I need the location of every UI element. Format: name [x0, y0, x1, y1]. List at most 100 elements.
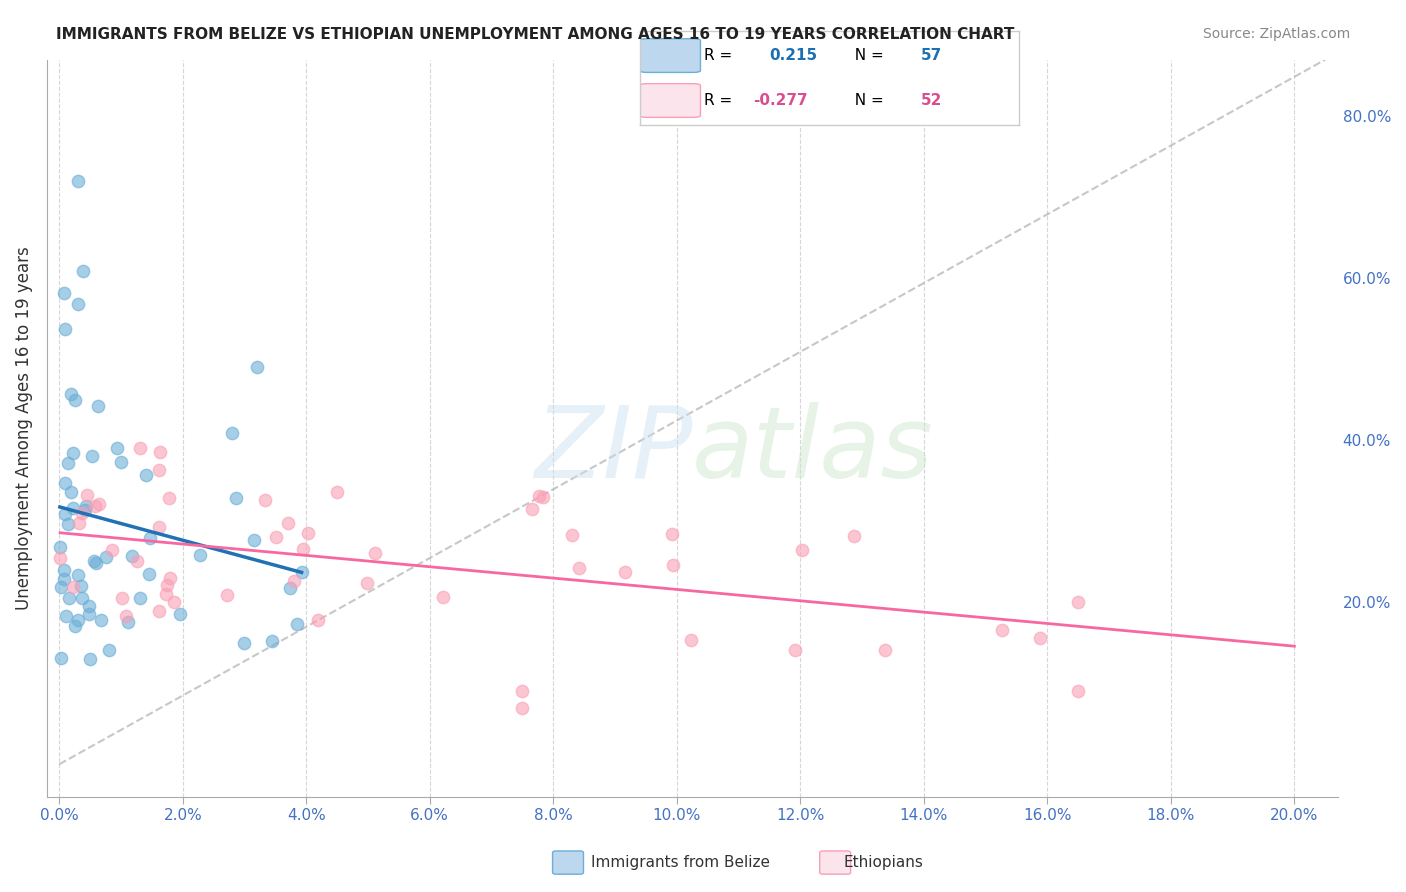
Point: [127, 554, 149, 568]
Point: [291, 542, 314, 557]
Point: [86, 399, 108, 413]
Point: [52, 286, 75, 301]
Point: [661, 527, 683, 541]
Point: [84, 499, 107, 513]
Point: [1067, 684, 1090, 698]
Point: [138, 567, 160, 582]
Point: [155, 587, 177, 601]
Point: [87, 496, 110, 510]
Point: [84, 556, 107, 570]
Point: [356, 575, 378, 590]
Point: [613, 566, 636, 580]
Point: [128, 442, 150, 456]
Point: [111, 591, 134, 606]
Point: [72, 506, 94, 520]
Text: Source: ZipAtlas.com: Source: ZipAtlas.com: [1202, 27, 1350, 41]
Point: [233, 636, 256, 650]
Point: [159, 571, 181, 585]
Point: [188, 549, 211, 563]
Point: [1067, 595, 1090, 609]
Point: [58, 456, 80, 470]
Text: atlas: atlas: [692, 401, 934, 499]
Point: [243, 533, 266, 547]
Point: [529, 489, 551, 503]
Point: [148, 604, 170, 618]
Point: [560, 527, 582, 541]
Y-axis label: Unemployment Among Ages 16 to 19 years: Unemployment Among Ages 16 to 19 years: [15, 246, 32, 610]
Point: [65, 619, 87, 633]
Point: [679, 632, 702, 647]
Point: [297, 526, 319, 541]
Point: [115, 608, 138, 623]
Point: [55, 608, 77, 623]
Point: [76, 488, 98, 502]
Point: [66, 567, 89, 582]
Point: [225, 491, 247, 505]
FancyBboxPatch shape: [640, 84, 700, 118]
Point: [432, 591, 454, 605]
Point: [326, 485, 349, 500]
Point: [246, 360, 269, 375]
Text: IMMIGRANTS FROM BELIZE VS ETHIOPIAN UNEMPLOYMENT AMONG AGES 16 TO 19 YEARS CORRE: IMMIGRANTS FROM BELIZE VS ETHIOPIAN UNEM…: [56, 27, 1015, 42]
Point: [105, 441, 128, 455]
Point: [77, 599, 100, 613]
Text: Immigrants from Belize: Immigrants from Belize: [591, 855, 769, 870]
Point: [75, 499, 97, 513]
Point: [66, 613, 89, 627]
Text: R =: R =: [704, 48, 742, 63]
Point: [169, 607, 191, 621]
Point: [159, 491, 181, 505]
Point: [49, 650, 72, 665]
Point: [135, 468, 157, 483]
Point: [53, 572, 76, 586]
Point: [53, 475, 76, 490]
Point: [278, 581, 301, 595]
Point: [254, 492, 277, 507]
Point: [90, 613, 112, 627]
Point: [149, 444, 172, 458]
Point: [512, 684, 534, 698]
Point: [82, 449, 104, 463]
Point: [221, 425, 243, 440]
Text: 57: 57: [921, 48, 942, 63]
Point: [101, 542, 124, 557]
Point: [875, 643, 897, 657]
Point: [520, 502, 543, 516]
Point: [364, 546, 387, 560]
Point: [73, 502, 96, 516]
Point: [49, 550, 72, 565]
Point: [67, 296, 90, 310]
Point: [217, 588, 239, 602]
Point: [58, 516, 80, 531]
Point: [290, 565, 312, 579]
Text: R =: R =: [704, 93, 737, 108]
Point: [72, 264, 94, 278]
Point: [283, 574, 305, 588]
Point: [70, 591, 93, 605]
Point: [531, 490, 554, 504]
Point: [97, 642, 120, 657]
Point: [53, 563, 76, 577]
Point: [58, 591, 80, 605]
Point: [260, 633, 283, 648]
Text: Ethiopians: Ethiopians: [844, 855, 924, 870]
Point: [79, 652, 101, 666]
Text: 52: 52: [921, 93, 942, 108]
Point: [70, 579, 93, 593]
Point: [62, 500, 84, 515]
Point: [53, 507, 76, 521]
Point: [94, 549, 117, 564]
Point: [991, 623, 1014, 637]
Point: [785, 642, 807, 657]
Point: [307, 613, 329, 627]
Point: [1029, 631, 1052, 645]
Point: [63, 393, 86, 408]
Point: [148, 462, 170, 476]
Point: [49, 580, 72, 594]
Point: [790, 542, 813, 557]
Point: [77, 607, 100, 621]
Point: [117, 615, 139, 629]
Point: [139, 531, 162, 545]
Point: [662, 558, 685, 572]
Text: N =: N =: [845, 48, 889, 63]
